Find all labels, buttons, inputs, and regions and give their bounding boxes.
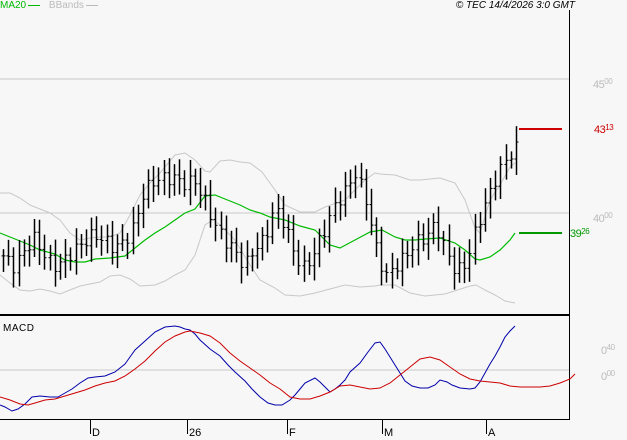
y-tick-4000: 4000 xyxy=(593,211,613,225)
price-marker-label-4313: 4313 xyxy=(594,123,614,136)
copyright-timestamp: © TEC 14/4/2026 3:0 GMT xyxy=(455,0,575,11)
legend-ma20: MA20 xyxy=(0,0,27,11)
macd-line xyxy=(0,325,516,412)
legend-bbands: BBands xyxy=(48,0,84,11)
price-marker-label-3926: 3926 xyxy=(570,227,590,240)
y-tick-4500: 4500 xyxy=(593,77,613,91)
x-tick-label-dec: D xyxy=(92,427,100,439)
x-tick-label-feb: F xyxy=(289,427,296,439)
bbands-upper-line xyxy=(0,152,516,241)
macd-y-tick-040: 040 xyxy=(601,343,615,357)
ohlc-bars xyxy=(1,126,519,290)
ma20-line xyxy=(0,194,516,263)
signal-line xyxy=(0,330,576,406)
macd-y-tick-000: 000 xyxy=(601,369,615,383)
x-tick-label-2026: 26 xyxy=(189,427,202,439)
x-tick-label-mar: M xyxy=(384,427,394,439)
bbands-line-swatch-icon xyxy=(85,4,98,6)
x-axis-ticks xyxy=(90,420,487,434)
ma20-line-swatch-icon xyxy=(28,4,41,6)
chart-legend: MA20 BBands xyxy=(0,0,98,12)
x-tick-label-apr: A xyxy=(488,427,496,439)
macd-panel-title: MACD xyxy=(3,323,35,334)
